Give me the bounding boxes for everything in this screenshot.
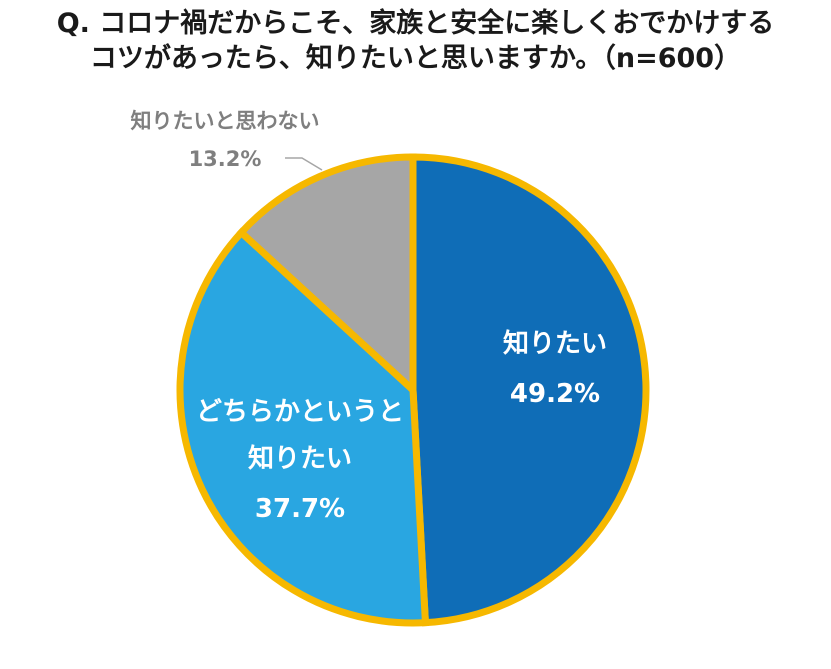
chart-title-line-1: Q. コロナ禍だからこそ、家族と安全に楽しくおでかけする (56, 8, 775, 39)
slice-value-1: 49.2% (510, 379, 600, 409)
slice-label-2: どちらかというと知りたい 37.7% (196, 397, 404, 524)
slice-value-2: 37.7% (255, 494, 345, 524)
slice-label-1: 知りたい 49.2% (503, 329, 607, 409)
pie-slice-2 (176, 227, 430, 627)
pie-slice-3 (236, 153, 417, 398)
slice-label-2-line-2: 知りたい (248, 444, 352, 474)
pie-slice-1 (409, 153, 650, 627)
slice-label-1-line-1: 知りたい (503, 329, 607, 359)
chart-title-line-2: コツがあったら、知りたいと思いますか。（n=600） (89, 43, 742, 74)
slice-label-3-line-1: 知りたいと思わない (131, 109, 320, 133)
slice-label-3: 知りたいと思わない 13.2% (131, 109, 320, 171)
leader-line (285, 157, 323, 171)
slice-label-2-line-1: どちらかというと (196, 397, 404, 427)
slice-value-3: 13.2% (189, 147, 262, 171)
chart-title: Q. コロナ禍だからこそ、家族と安全に楽しくおでかけする コツがあったら、知りた… (0, 6, 831, 76)
